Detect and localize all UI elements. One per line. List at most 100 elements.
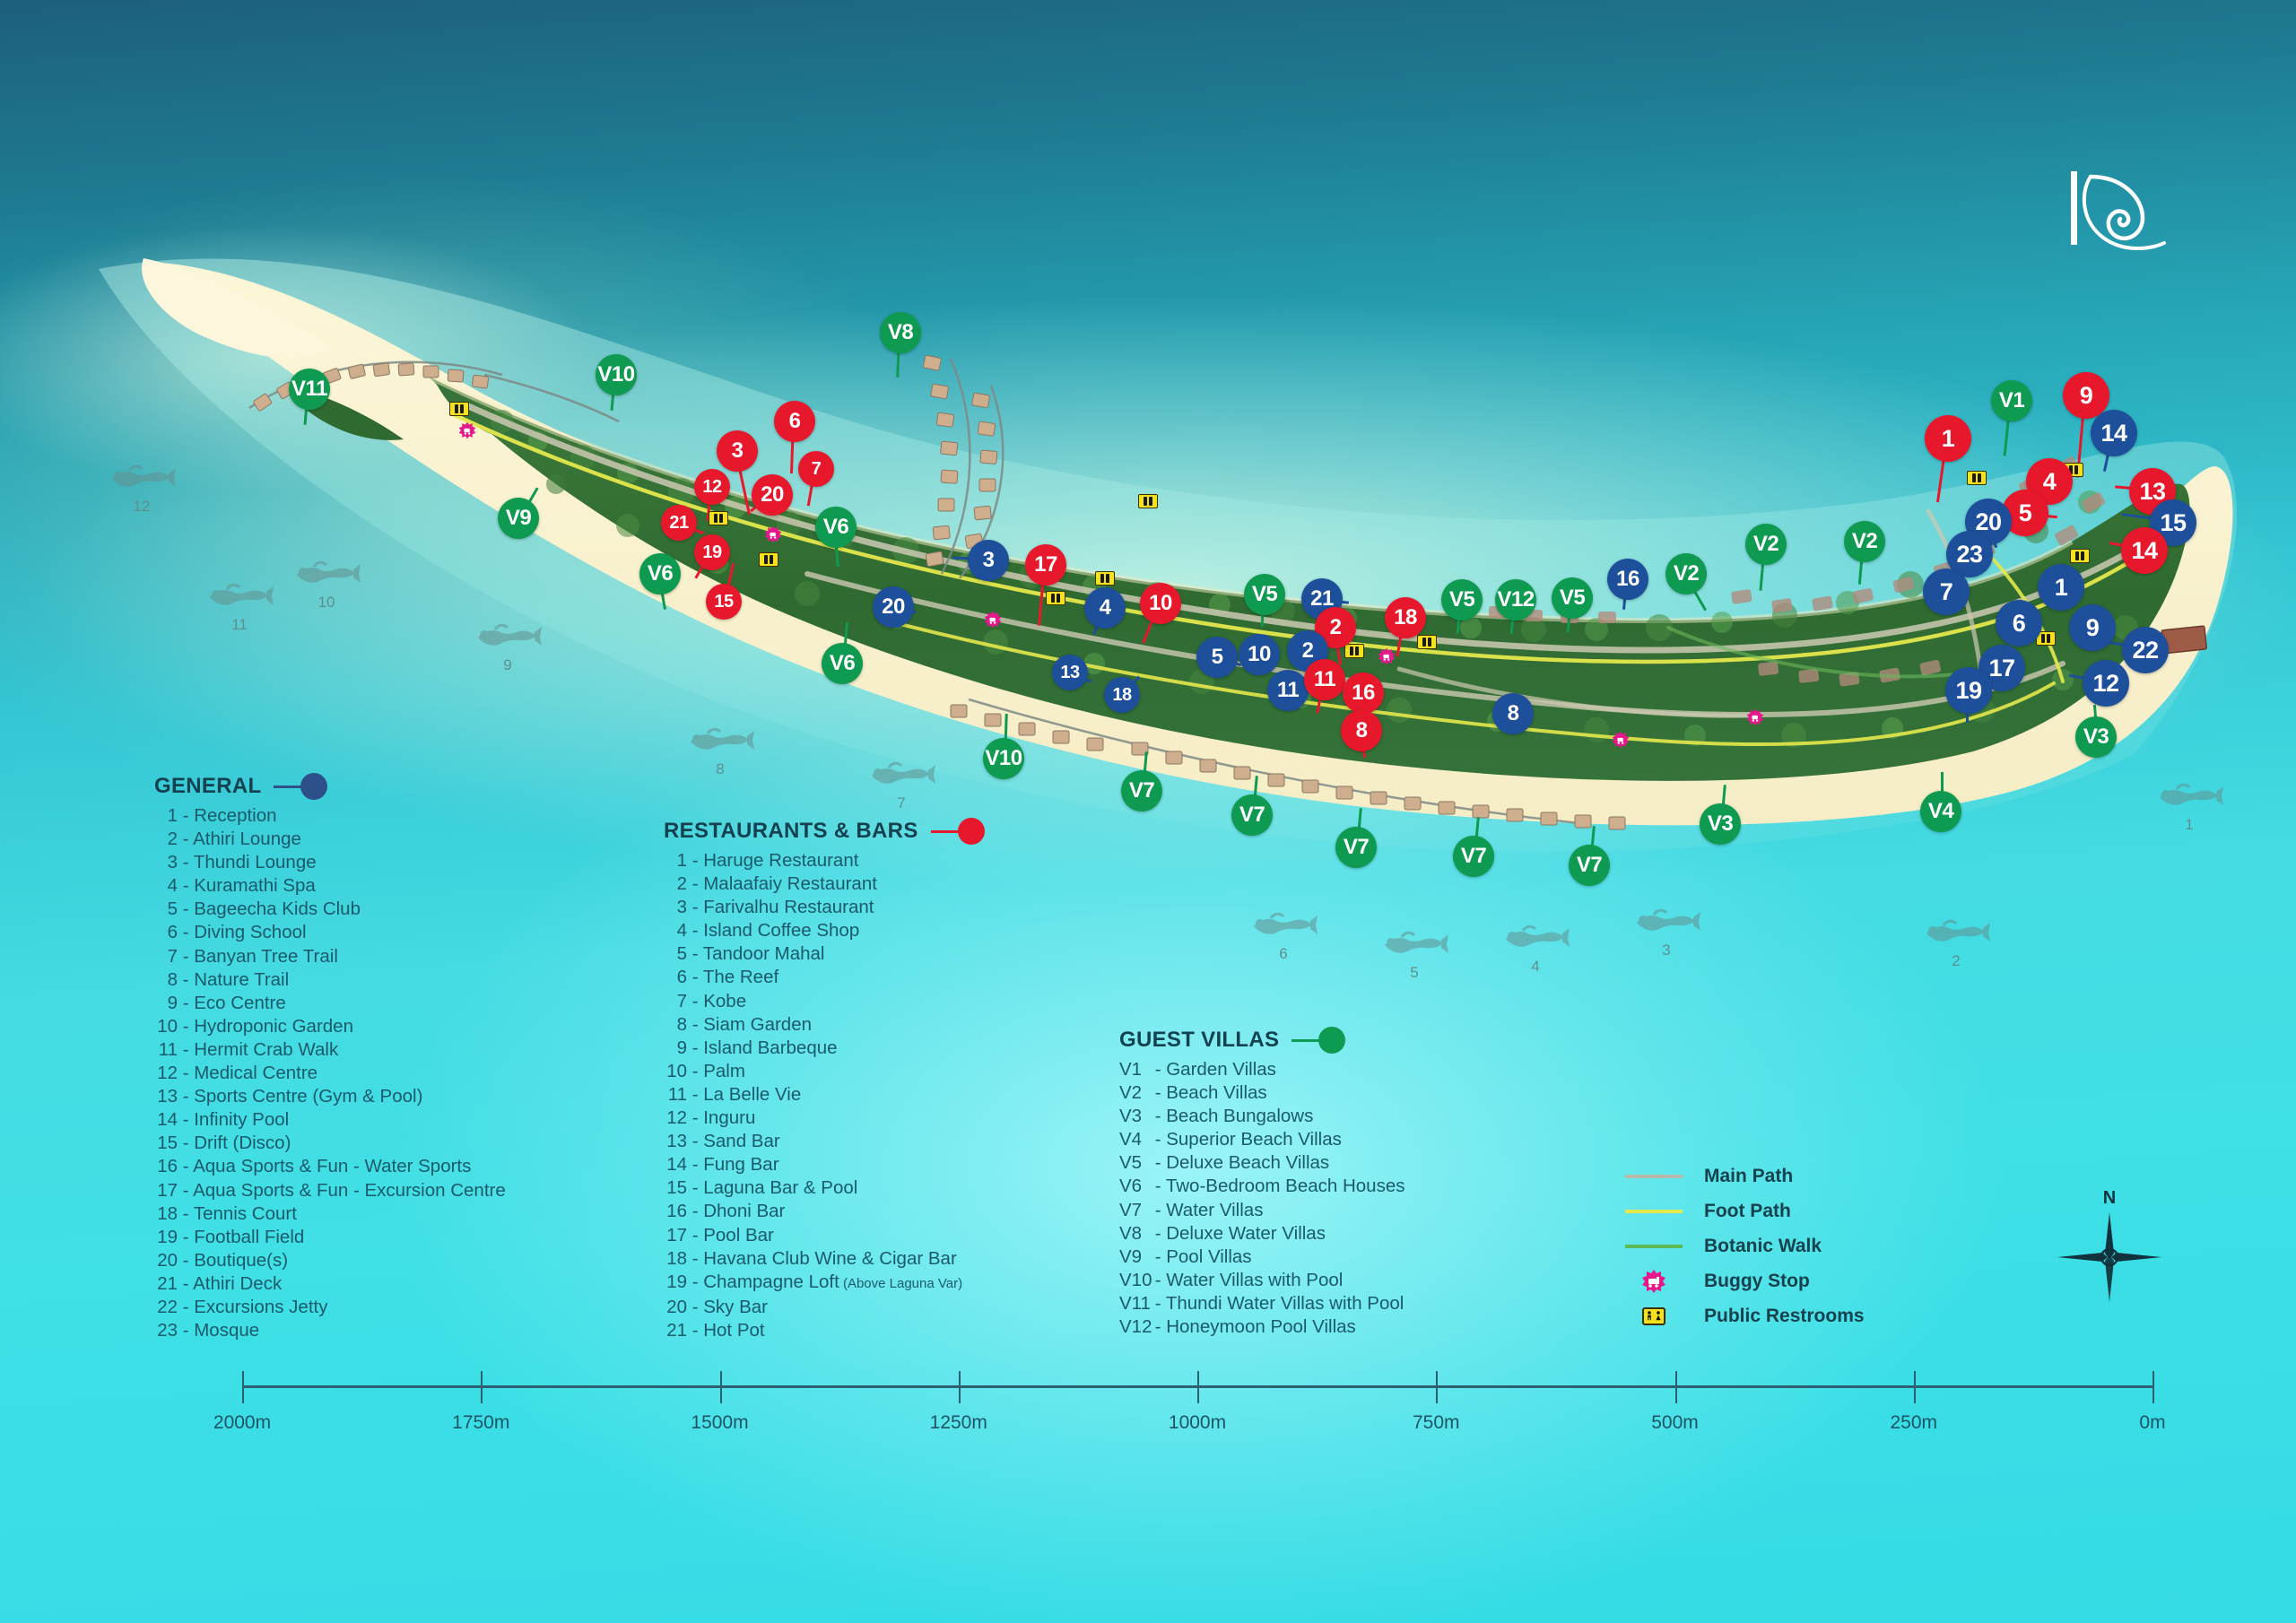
map-marker-green-V2[interactable]: V2 xyxy=(1665,553,1707,595)
map-marker-green-V7[interactable]: V7 xyxy=(1569,845,1610,886)
map-marker-red-16[interactable]: 16 xyxy=(1343,673,1384,714)
map-marker-blue-22[interactable]: 22 xyxy=(2122,627,2169,673)
map-marker-red-20[interactable]: 20 xyxy=(752,474,793,516)
dive-site-number: 4 xyxy=(1531,958,1540,975)
map-marker-green-V4[interactable]: V4 xyxy=(1920,791,1961,832)
map-marker-blue-8[interactable]: 8 xyxy=(1492,693,1534,734)
map-marker-red-15[interactable]: 15 xyxy=(706,584,742,620)
legend-item-label: - Dhoni Bar xyxy=(687,1201,786,1222)
map-marker-green-V6[interactable]: V6 xyxy=(639,553,681,595)
map-marker-blue-6[interactable]: 6 xyxy=(1996,600,2042,647)
map-marker-green-V5[interactable]: V5 xyxy=(1552,577,1593,619)
map-marker-red-9[interactable]: 9 xyxy=(2063,372,2109,419)
map-marker-red-3[interactable]: 3 xyxy=(717,430,758,472)
map-marker-blue-3[interactable]: 3 xyxy=(968,540,1009,581)
legend-item-number: V1 xyxy=(1119,1059,1143,1080)
map-marker-green-V7[interactable]: V7 xyxy=(1231,794,1273,836)
legend-paths: Main Path Foot Path Botanic Walk Buggy Stop… xyxy=(1625,1159,1865,1333)
map-marker-green-V8[interactable]: V8 xyxy=(880,312,921,353)
map-marker-red-4[interactable]: 4 xyxy=(2026,458,2073,505)
legend-item-label: - Hermit Crab Walk xyxy=(178,1038,339,1060)
map-marker-red-21[interactable]: 21 xyxy=(661,505,697,541)
map-marker-blue-9[interactable]: 9 xyxy=(2069,604,2116,651)
map-marker-green-V3[interactable]: V3 xyxy=(2075,716,2117,758)
scale-tick xyxy=(719,1371,722,1403)
map-marker-green-V2[interactable]: V2 xyxy=(1844,521,1885,562)
map-marker-red-8[interactable]: 8 xyxy=(1341,710,1382,751)
map-marker-red-17[interactable]: 17 xyxy=(1025,544,1066,586)
legend-item-number: V12 xyxy=(1119,1316,1152,1338)
map-marker-blue-10[interactable]: 10 xyxy=(1239,634,1280,675)
map-marker-blue-16[interactable]: 16 xyxy=(1607,559,1648,600)
map-marker-blue-20[interactable]: 20 xyxy=(873,586,914,628)
legend-item-number: 21 xyxy=(666,1319,687,1341)
legend-item-number: 14 xyxy=(157,1109,178,1131)
map-marker-blue-12[interactable]: 12 xyxy=(2083,660,2129,707)
map-marker-blue-7[interactable]: 7 xyxy=(1923,568,1970,615)
legend-item-number: 10 xyxy=(666,1060,687,1081)
legend-item-number: V5 xyxy=(1119,1152,1143,1174)
map-marker-red-14[interactable]: 14 xyxy=(2121,527,2168,574)
map-marker-blue-19[interactable]: 19 xyxy=(1945,667,1992,714)
map-marker-red-1[interactable]: 1 xyxy=(1925,415,1971,462)
map-marker-green-V6[interactable]: V6 xyxy=(822,643,863,684)
legend-item-label: - La Belle Vie xyxy=(687,1083,802,1105)
legend-connector-line xyxy=(1292,1038,1321,1042)
map-marker-blue-20[interactable]: 20 xyxy=(1965,499,2012,545)
map-marker-red-11[interactable]: 11 xyxy=(1304,659,1345,700)
dive-site-marker xyxy=(1380,929,1448,964)
legend-item-label: - Kuramathi Spa xyxy=(178,875,316,897)
legend-item-label: - Medical Centre xyxy=(178,1063,318,1084)
map-marker-green-V5[interactable]: V5 xyxy=(1244,574,1285,615)
resort-logo xyxy=(2067,166,2166,256)
legend-item-number: 17 xyxy=(666,1224,687,1245)
map-marker-blue-17[interactable]: 17 xyxy=(1979,645,2025,691)
map-marker-red-19[interactable]: 19 xyxy=(694,534,730,570)
map-marker-green-V2[interactable]: V2 xyxy=(1745,524,1787,565)
map-marker-blue-13[interactable]: 13 xyxy=(1052,655,1088,690)
legend-item-number: 18 xyxy=(157,1202,178,1224)
legend-path-row: Main Path xyxy=(1625,1159,1865,1193)
map-marker-green-V5[interactable]: V5 xyxy=(1441,579,1483,621)
legend-item: 16 - Aqua Sports & Fun - Water Sports xyxy=(154,1155,506,1178)
map-marker-green-V9[interactable]: V9 xyxy=(498,498,539,539)
map-marker-green-V12[interactable]: V12 xyxy=(1495,579,1536,621)
map-marker-blue-14[interactable]: 14 xyxy=(2091,410,2137,456)
dive-site-marker xyxy=(1632,907,1700,942)
map-marker-red-12[interactable]: 12 xyxy=(694,469,730,505)
public-restroom-icon xyxy=(1138,494,1158,508)
map-marker-blue-1[interactable]: 1 xyxy=(2038,564,2084,611)
map-marker-blue-11[interactable]: 11 xyxy=(1267,670,1309,711)
map-marker-green-V7[interactable]: V7 xyxy=(1121,770,1162,812)
dive-site-number: 10 xyxy=(317,594,335,611)
legend-item: V2 - Beach Villas xyxy=(1119,1081,1405,1105)
map-marker-red-7[interactable]: 7 xyxy=(798,451,834,487)
map-marker-green-V7[interactable]: V7 xyxy=(1335,827,1377,868)
map-marker-green-V11[interactable]: V11 xyxy=(289,369,330,410)
legend-connector-line xyxy=(274,785,303,788)
map-marker-red-6[interactable]: 6 xyxy=(774,401,815,442)
legend-item: 6 - Diving School xyxy=(154,921,506,944)
legend-item-number: 7 xyxy=(676,990,687,1011)
map-marker-green-V3[interactable]: V3 xyxy=(1700,803,1741,845)
map-marker-red-18[interactable]: 18 xyxy=(1385,597,1426,638)
map-marker-blue-18[interactable]: 18 xyxy=(1104,677,1140,713)
map-marker-blue-5[interactable]: 5 xyxy=(1196,637,1238,678)
map-marker-green-V6[interactable]: V6 xyxy=(815,507,857,548)
map-marker-green-V7[interactable]: V7 xyxy=(1453,836,1494,877)
compass-rose: N xyxy=(2054,1188,2165,1312)
legend-item-number: 13 xyxy=(157,1086,178,1107)
dive-site-number: 9 xyxy=(503,656,512,673)
map-marker-green-V1[interactable]: V1 xyxy=(1991,380,2032,421)
legend-item-label: - Thundi Lounge xyxy=(178,852,317,873)
map-marker-green-V10[interactable]: V10 xyxy=(983,738,1024,779)
map-marker-green-V10[interactable]: V10 xyxy=(596,354,637,395)
legend-item-label: - Athiri Lounge xyxy=(178,829,301,850)
map-marker-blue-4[interactable]: 4 xyxy=(1084,587,1126,629)
map-marker-red-10[interactable]: 10 xyxy=(1140,583,1181,624)
legend-item-label: - Infinity Pool xyxy=(178,1109,290,1131)
scale-tick xyxy=(1436,1371,1439,1403)
legend-villas: GUEST VILLAS V1 - Garden Villas V2 - Beac… xyxy=(1119,1027,1405,1339)
